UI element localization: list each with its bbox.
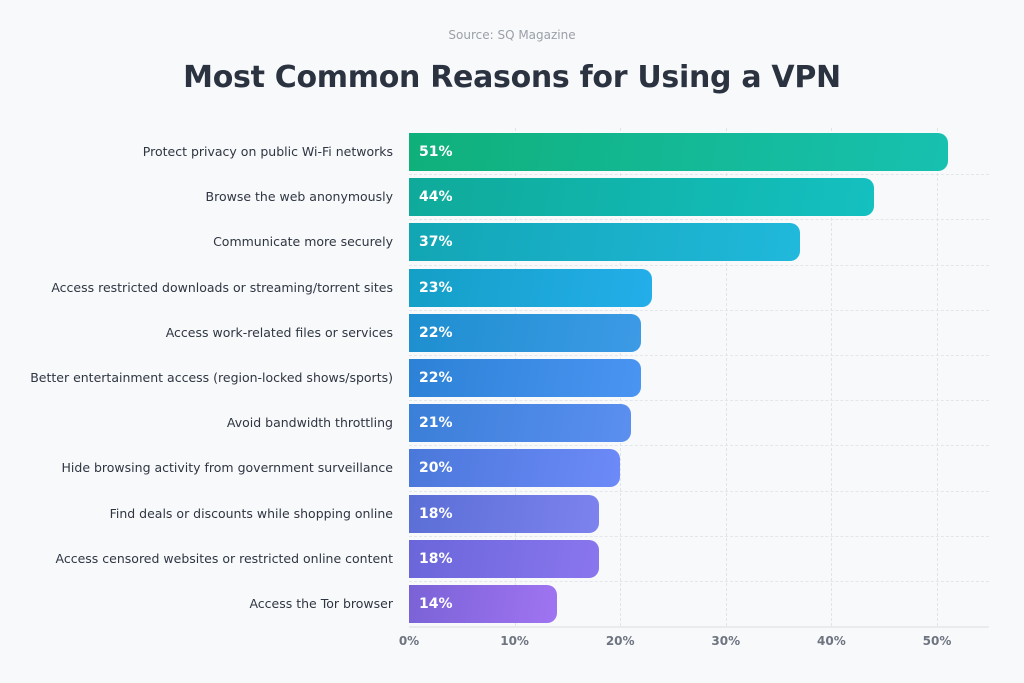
category-label: Access work-related files or services (165, 324, 393, 340)
bar: 21% (409, 404, 631, 443)
gridline-horizontal (409, 219, 989, 221)
category-label: Communicate more securely (213, 234, 393, 250)
bar: 22% (409, 359, 642, 397)
gridline-horizontal (409, 309, 989, 311)
gridline-horizontal (409, 174, 989, 176)
x-tick-label: 40% (817, 634, 846, 648)
bar: 37% (409, 223, 800, 262)
gridline-horizontal (409, 264, 989, 266)
category-label: Hide browsing activity from government s… (61, 460, 393, 476)
bar-value-label: 20% (419, 460, 453, 477)
category-label: Access the Tor browser (249, 596, 393, 611)
gridline-horizontal (409, 445, 989, 447)
x-tick-label: 0% (398, 634, 420, 648)
bar: 51% (409, 133, 948, 171)
gridline-horizontal (409, 490, 989, 492)
x-axis-line (409, 626, 989, 628)
x-tick-label: 10% (500, 634, 529, 648)
bar: 20% (409, 449, 621, 488)
bar-value-label: 18% (419, 505, 453, 522)
chart-title: Most Common Reasons for Using a VPN (183, 60, 841, 95)
bar-value-label: 51% (419, 144, 453, 160)
x-tick-label: 30% (711, 634, 741, 648)
gridline-vertical (725, 128, 727, 626)
bar: 18% (409, 539, 600, 578)
bar: 22% (409, 313, 642, 352)
category-label: Protect privacy on public Wi-Fi networks (142, 144, 393, 159)
bar: 18% (409, 494, 600, 533)
category-label: Better entertainment access (region-lock… (30, 370, 393, 385)
bar-value-label: 23% (419, 279, 453, 296)
gridline-vertical (831, 128, 833, 626)
bar-value-label: 21% (419, 415, 453, 432)
x-tick-label: 50% (922, 634, 952, 648)
category-label: Avoid bandwidth throttling (226, 415, 393, 431)
bar-value-label: 22% (419, 370, 453, 386)
source-caption: Source: SQ Magazine (448, 28, 576, 42)
category-label: Browse the web anonymously (205, 189, 393, 205)
gridline-vertical (937, 128, 938, 626)
gridline-horizontal (409, 535, 989, 537)
bar: 14% (409, 585, 557, 623)
bar-value-label: 18% (419, 550, 453, 567)
category-label: Access censored websites or restricted o… (55, 550, 393, 566)
bar-value-label: 14% (419, 596, 453, 612)
bar-value-label: 22% (419, 324, 453, 341)
category-label: Access restricted downloads or streaming… (51, 279, 393, 295)
gridline-horizontal (409, 400, 989, 402)
gridline-horizontal (409, 581, 989, 582)
x-tick-label: 20% (605, 634, 635, 648)
bar: 44% (409, 178, 874, 217)
bar-value-label: 44% (419, 189, 453, 206)
gridline-horizontal (409, 355, 989, 356)
category-label: Find deals or discounts while shopping o… (109, 505, 393, 521)
bar-value-label: 37% (419, 234, 453, 251)
bar: 23% (409, 268, 652, 307)
plot-area: 51% 44% 37% 23% 22% 22% 21% 20% 18% 18% 14% (409, 128, 989, 626)
